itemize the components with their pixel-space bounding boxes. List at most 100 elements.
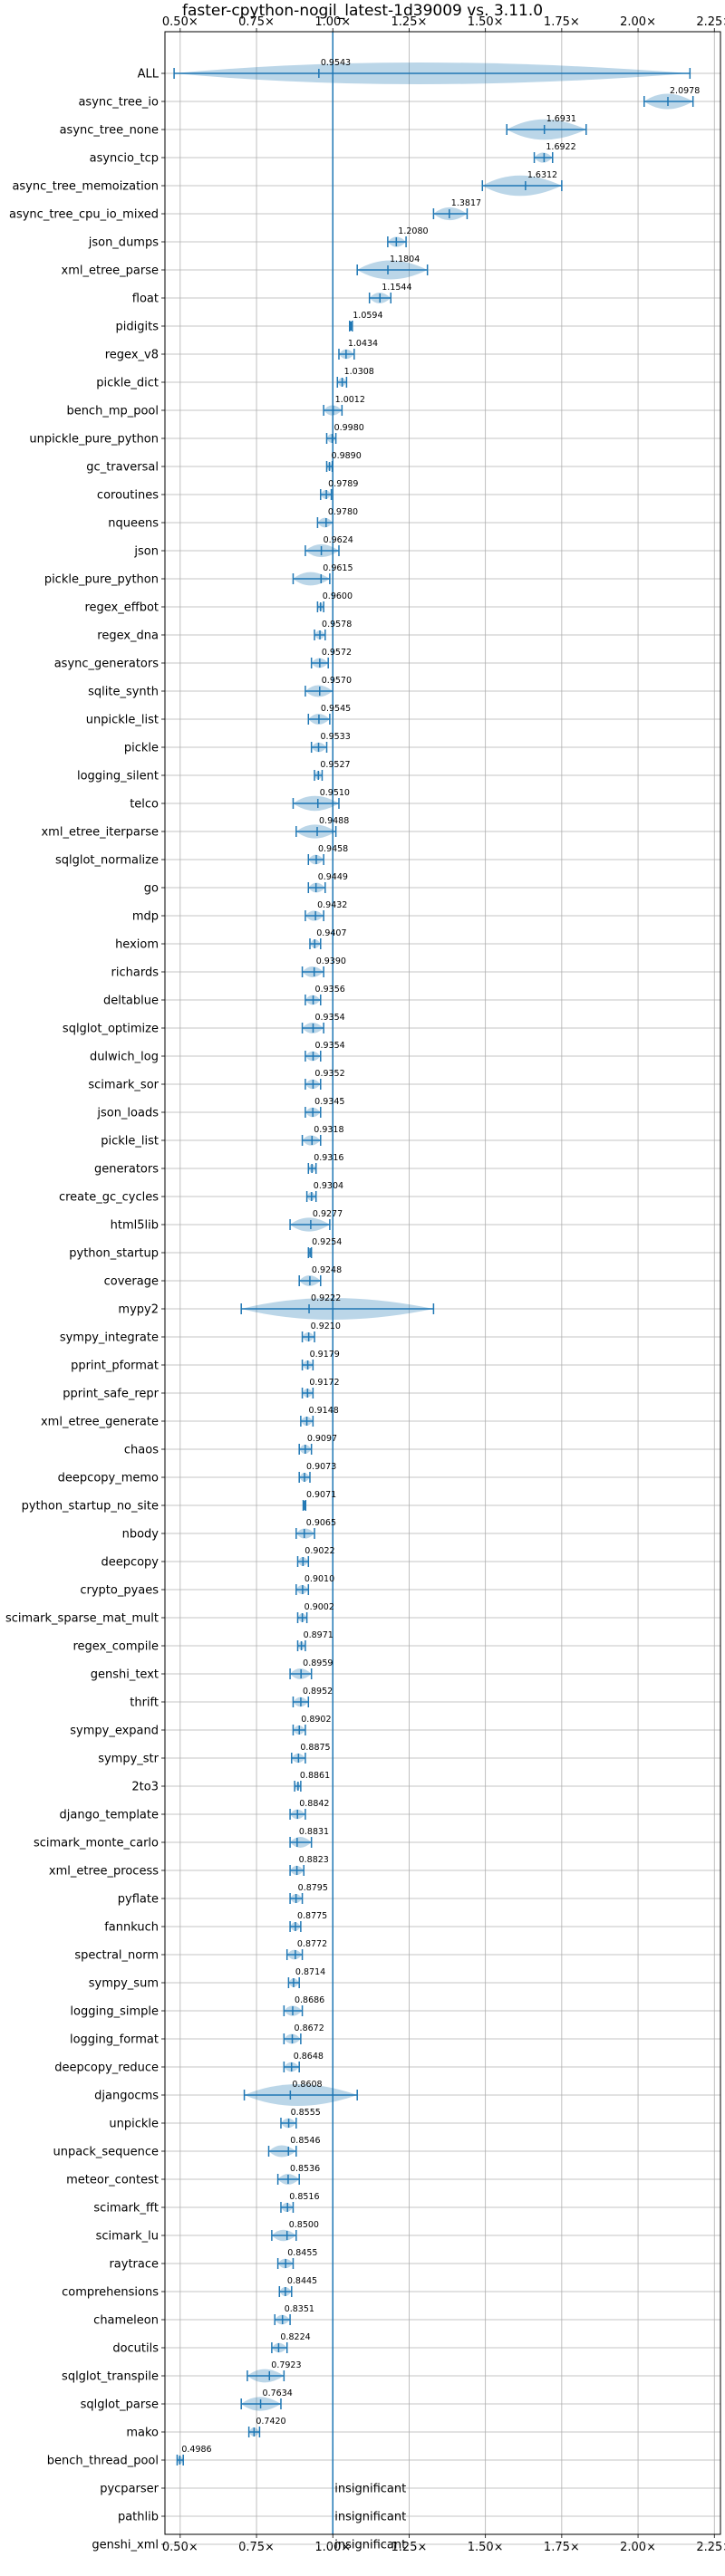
y-tick-label: chaos: [124, 1444, 159, 1457]
y-tick-label: spectral_norm: [74, 1949, 159, 1963]
value-label: 0.9533: [321, 732, 351, 742]
value-label: 0.8861: [300, 1771, 330, 1781]
y-tick-label: html5lib: [111, 1219, 159, 1233]
value-label: 0.9449: [318, 872, 348, 882]
insignificant-label: insignificant: [334, 2483, 406, 2496]
value-label: 1.0594: [353, 311, 382, 321]
y-tick-label: ALL: [138, 68, 160, 82]
y-tick-label: unpickle_list: [86, 714, 159, 727]
value-label: 0.9432: [317, 900, 347, 910]
x-tick-label-top: 2.25×: [696, 15, 725, 29]
y-tick-label: regex_effbot: [84, 601, 159, 615]
value-label: 0.9570: [322, 676, 352, 686]
y-tick-label: asyncio_tcp: [90, 152, 159, 166]
value-label: 0.8775: [297, 1911, 327, 1921]
y-tick-label: 2to3: [131, 1781, 159, 1794]
y-tick-label: docutils: [112, 2342, 159, 2356]
value-label: 0.8672: [295, 2023, 324, 2033]
y-tick-label: sqlglot_transpile: [62, 2370, 159, 2384]
y-tick-label: gc_traversal: [86, 461, 159, 475]
value-label: 0.8875: [300, 1743, 330, 1753]
y-tick-label: thrift: [130, 1697, 159, 1710]
value-label: 0.8842: [299, 1799, 329, 1809]
value-label: 1.1804: [390, 255, 420, 264]
y-tick-label: scimark_sparse_mat_mult: [5, 1612, 159, 1626]
y-tick-label: pickle_dict: [96, 377, 159, 390]
y-tick-label: mako: [126, 2427, 159, 2440]
value-label: 1.2080: [398, 226, 428, 236]
value-label: 0.8516: [289, 2192, 319, 2202]
y-tick-label: unpickle: [109, 2118, 159, 2131]
value-label: 0.9254: [312, 1237, 342, 1247]
y-tick-label: bench_thread_pool: [47, 2455, 159, 2468]
value-label: 0.9010: [304, 1574, 334, 1584]
value-label: 0.8445: [287, 2276, 317, 2286]
value-label: 0.9073: [306, 1462, 336, 1472]
value-label: 1.1544: [382, 283, 411, 293]
y-tick-label: pickle: [124, 742, 159, 755]
value-label: 0.7923: [271, 2360, 301, 2370]
value-label: 0.9002: [304, 1602, 334, 1612]
y-tick-label: deepcopy_memo: [58, 1472, 159, 1485]
x-tick-label-bottom: 1.50×: [468, 2541, 504, 2554]
y-tick-label: scimark_fft: [93, 2202, 159, 2216]
value-label: 0.9390: [316, 956, 346, 966]
y-tick-label: coroutines: [97, 489, 159, 503]
value-label: 1.0308: [344, 367, 374, 377]
value-label: 0.9022: [304, 1546, 334, 1556]
x-tick-label-top: 1.50×: [468, 15, 504, 29]
value-label: 0.9600: [323, 591, 353, 601]
value-label: 0.9510: [320, 788, 350, 798]
y-tick-label: regex_dna: [97, 630, 159, 643]
value-label: 0.8224: [280, 2332, 310, 2342]
value-label: 0.9545: [321, 704, 351, 714]
value-label: 0.9352: [314, 1069, 344, 1079]
x-tick-label-bottom: 0.50×: [162, 2541, 198, 2554]
value-label: 1.6922: [546, 142, 575, 152]
value-label: 0.4986: [181, 2445, 211, 2455]
y-tick-label: sympy_str: [98, 1753, 159, 1766]
y-tick-label: scimark_monte_carlo: [34, 1837, 159, 1850]
y-tick-label: pidigits: [116, 321, 160, 334]
value-label: 0.9354: [314, 1013, 344, 1023]
value-label: 0.9615: [323, 563, 353, 573]
value-label: 0.8823: [299, 1855, 329, 1865]
y-tick-label: dulwich_log: [90, 1051, 159, 1064]
y-tick-label: scimark_lu: [96, 2230, 159, 2244]
value-label: 0.8952: [303, 1687, 333, 1697]
x-tick-label-bottom: 0.75×: [238, 2541, 275, 2554]
y-tick-label: comprehensions: [62, 2286, 159, 2300]
value-label: 0.9071: [306, 1490, 336, 1500]
value-label: 0.9210: [311, 1322, 341, 1331]
y-tick-label: python_startup: [69, 1247, 159, 1261]
value-label: 0.8772: [297, 1939, 327, 1949]
y-tick-label: create_gc_cycles: [59, 1191, 159, 1205]
y-tick-label: genshi_xml: [92, 2539, 159, 2552]
y-tick-label: meteor_contest: [66, 2174, 159, 2187]
y-tick-label: richards: [111, 966, 160, 980]
value-label: 0.8351: [285, 2304, 314, 2314]
value-label: 1.6931: [546, 114, 576, 124]
y-tick-label: logging_silent: [77, 770, 159, 783]
y-tick-label: mypy2: [118, 1303, 159, 1317]
y-tick-label: json: [133, 545, 159, 559]
value-label: 0.9304: [314, 1181, 343, 1191]
y-tick-label: async_generators: [54, 658, 160, 671]
x-tick-label-top: 0.50×: [162, 15, 198, 29]
y-tick-label: pickle_pure_python: [44, 573, 159, 587]
value-label: 0.8648: [294, 2052, 324, 2062]
y-tick-label: coverage: [104, 1275, 159, 1289]
y-tick-label: async_tree_cpu_io_mixed: [9, 208, 159, 222]
value-label: 0.8686: [295, 1995, 324, 2005]
y-tick-label: python_startup_no_site: [22, 1500, 159, 1514]
value-label: 0.7634: [263, 2389, 293, 2398]
value-label: 0.8831: [299, 1827, 329, 1837]
y-tick-label: telco: [130, 798, 159, 812]
plot-frame: [164, 31, 721, 2535]
y-tick-label: xml_etree_parse: [62, 264, 159, 278]
y-tick-label: xml_etree_iterparse: [41, 826, 159, 840]
y-tick-label: nbody: [122, 1528, 160, 1542]
value-label: 0.8500: [289, 2220, 319, 2230]
